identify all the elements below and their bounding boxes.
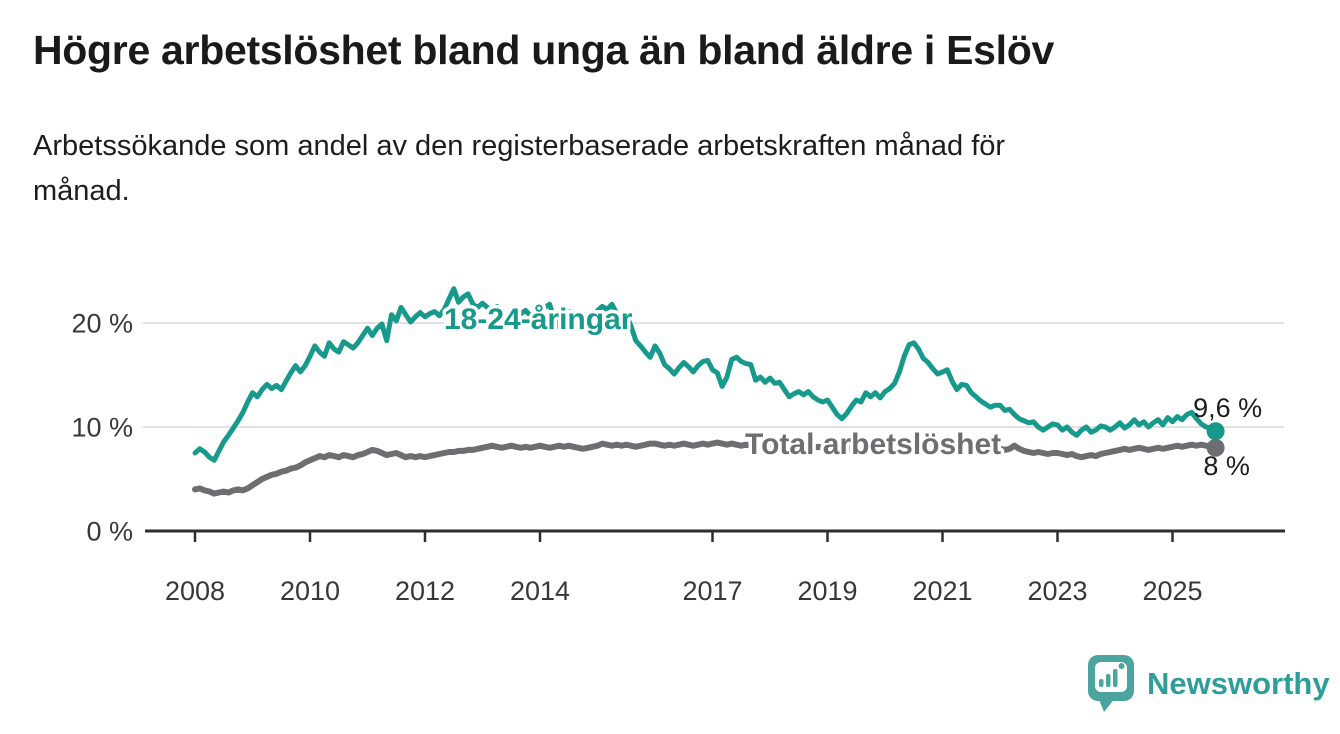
x-tick-label: 2021 xyxy=(912,576,972,606)
x-tick-label: 2010 xyxy=(280,576,340,606)
x-tick-label: 2014 xyxy=(510,576,570,606)
series-label-total: Total arbetslöshet xyxy=(745,428,1001,461)
x-axis-ticks: 2008 2010 2012 2014 2017 2019 2021 2023 2025 xyxy=(165,531,1203,606)
series-line-young xyxy=(192,286,1219,463)
y-tick-label: 0 % xyxy=(86,517,133,547)
series-end-dot-total xyxy=(1206,438,1225,457)
gridlines xyxy=(143,322,1284,428)
x-tick-label: 2019 xyxy=(797,576,857,606)
chart-subtitle-line2: månad. xyxy=(33,175,130,207)
logo-bar-short xyxy=(1099,679,1104,687)
newsworthy-logo: Newsworthy xyxy=(1088,655,1330,713)
newsworthy-logo-text: Newsworthy xyxy=(1147,666,1330,701)
x-tick-label: 2017 xyxy=(682,576,742,606)
page-title: Högre arbetslöshet bland unga än bland ä… xyxy=(33,27,1054,73)
x-tick-label: 2023 xyxy=(1027,576,1087,606)
newsworthy-logo-icon xyxy=(1088,655,1134,712)
series-lines xyxy=(192,286,1219,497)
y-tick-label: 20 % xyxy=(71,309,133,339)
end-value-label-young: 9,6 % xyxy=(1193,393,1262,423)
y-tick-label: 10 % xyxy=(71,413,133,443)
logo-bar-tall xyxy=(1113,669,1118,687)
x-tick-label: 2025 xyxy=(1142,576,1202,606)
chart-subtitle-line1: Arbetssökande som andel av den registerb… xyxy=(33,130,1006,162)
series-label-young: 18-24-åringar xyxy=(444,303,633,336)
end-value-label-total: 8 % xyxy=(1203,451,1250,481)
series-line-total xyxy=(192,436,1219,497)
logo-exclamation-dot xyxy=(1118,663,1125,669)
series-endpoints: 9,6 % 8 % xyxy=(1193,393,1262,481)
x-tick-label: 2012 xyxy=(395,576,455,606)
x-tick-label: 2008 xyxy=(165,576,225,606)
chart-subtitle: Arbetssökande som andel av den registerb… xyxy=(33,124,1005,214)
y-axis-labels: 0 % 10 % 20 % xyxy=(71,309,133,547)
logo-bar-medium xyxy=(1106,674,1111,687)
series-end-dot-young xyxy=(1206,422,1225,441)
